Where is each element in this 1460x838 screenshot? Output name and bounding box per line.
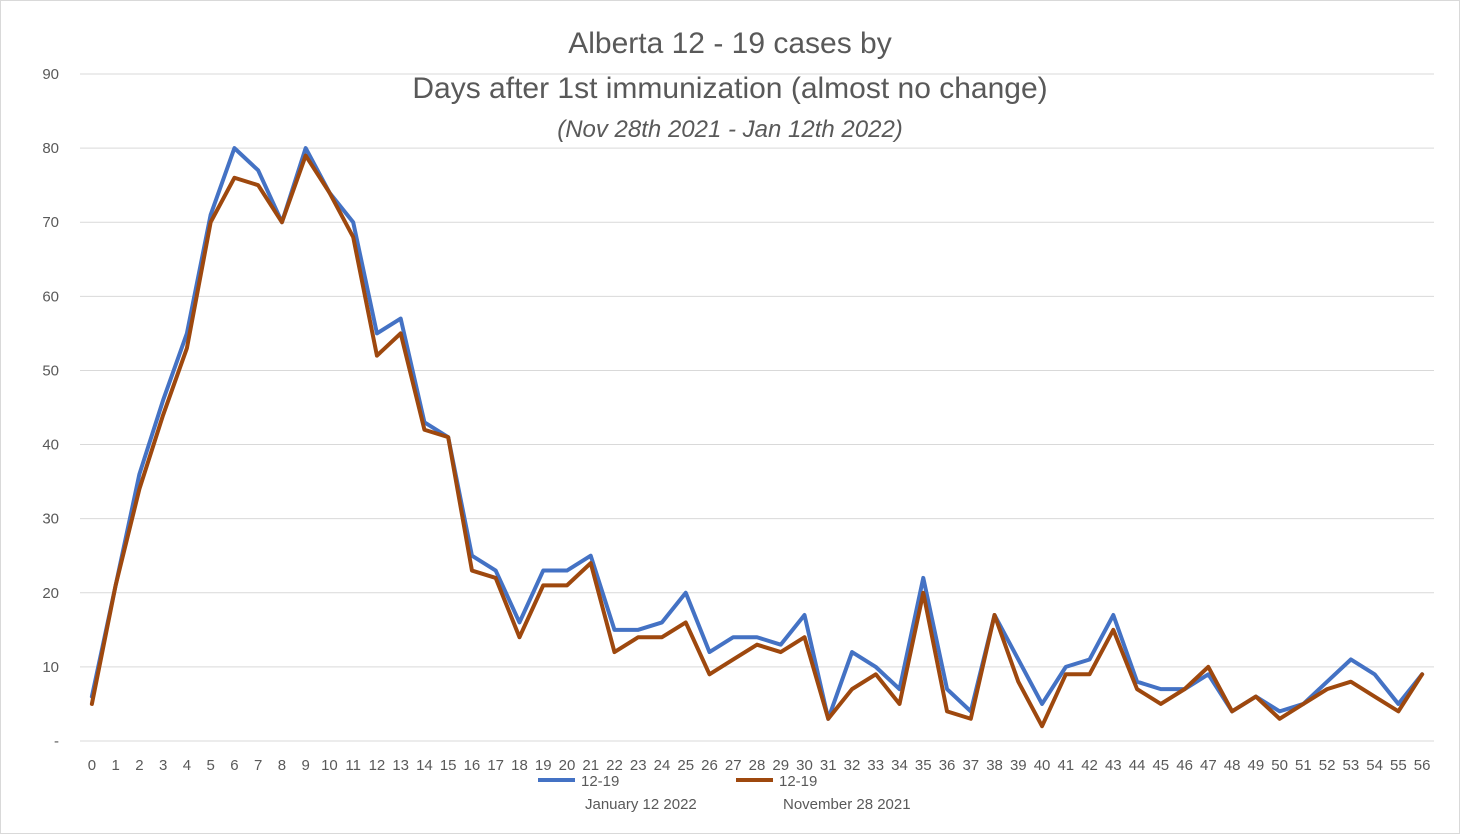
y-tick-label: 50 bbox=[42, 362, 59, 379]
legend-item-january: 12-19 January 12 2022 bbox=[538, 773, 697, 813]
x-tick-label: 14 bbox=[416, 757, 433, 774]
legend-label-november: 12-19 bbox=[779, 773, 817, 790]
x-tick-label: 18 bbox=[511, 757, 528, 774]
x-tick-label: 3 bbox=[159, 757, 167, 774]
x-tick-label: 55 bbox=[1390, 757, 1407, 774]
x-tick-label: 23 bbox=[630, 757, 647, 774]
x-tick-label: 22 bbox=[606, 757, 623, 774]
x-tick-label: 38 bbox=[986, 757, 1003, 774]
x-tick-label: 48 bbox=[1224, 757, 1241, 774]
x-tick-label: 21 bbox=[582, 757, 599, 774]
x-tick-label: 51 bbox=[1295, 757, 1312, 774]
x-tick-label: 42 bbox=[1081, 757, 1098, 774]
x-tick-label: 7 bbox=[254, 757, 262, 774]
x-tick-label: 53 bbox=[1343, 757, 1360, 774]
y-tick-label: - bbox=[54, 733, 59, 750]
x-tick-label: 34 bbox=[891, 757, 908, 774]
chart-title-line-1: Alberta 12 - 19 cases by bbox=[568, 27, 892, 60]
x-tick-label: 44 bbox=[1129, 757, 1146, 774]
x-tick-label: 19 bbox=[535, 757, 552, 774]
x-tick-label: 45 bbox=[1152, 757, 1169, 774]
series-lines bbox=[89, 146, 1425, 729]
legend: 12-19 January 12 2022 12-19 November 28 … bbox=[538, 773, 911, 813]
chart-subtitle: (Nov 28th 2021 - Jan 12th 2022) bbox=[557, 116, 903, 143]
x-axis-ticks: 0 1 2 3 4 5 6 7 8 9 10 11 12 13 14 15 16 17 18 19 20 21 22 23 24… bbox=[88, 757, 1431, 774]
y-tick-label: 90 bbox=[42, 66, 59, 83]
x-tick-label: 9 bbox=[301, 757, 309, 774]
y-tick-label: 70 bbox=[42, 214, 59, 231]
x-tick-label: 27 bbox=[725, 757, 742, 774]
x-tick-label: 29 bbox=[772, 757, 789, 774]
x-tick-label: 0 bbox=[88, 757, 96, 774]
x-tick-label: 40 bbox=[1034, 757, 1051, 774]
y-tick-label: 10 bbox=[42, 659, 59, 676]
x-tick-label: 13 bbox=[392, 757, 409, 774]
legend-item-november: 12-19 November 28 2021 bbox=[736, 773, 911, 813]
x-tick-label: 32 bbox=[844, 757, 861, 774]
x-tick-label: 52 bbox=[1319, 757, 1336, 774]
y-tick-label: 20 bbox=[42, 585, 59, 602]
x-tick-label: 25 bbox=[677, 757, 694, 774]
x-tick-label: 49 bbox=[1247, 757, 1264, 774]
x-tick-label: 39 bbox=[1010, 757, 1027, 774]
x-tick-label: 54 bbox=[1366, 757, 1383, 774]
series-line-january-12-2022 bbox=[89, 146, 1425, 721]
y-axis-ticks: - 10 20 30 40 50 60 70 80 90 bbox=[42, 66, 59, 750]
x-tick-label: 28 bbox=[749, 757, 766, 774]
x-tick-label: 11 bbox=[345, 757, 361, 774]
x-tick-label: 5 bbox=[206, 757, 214, 774]
legend-sublabel-november: November 28 2021 bbox=[783, 796, 911, 813]
chart-title-line-2: Days after 1st immunization (almost no c… bbox=[412, 72, 1047, 105]
x-tick-label: 4 bbox=[183, 757, 191, 774]
x-tick-label: 30 bbox=[796, 757, 813, 774]
x-tick-label: 16 bbox=[464, 757, 481, 774]
x-tick-label: 8 bbox=[278, 757, 286, 774]
legend-label-january: 12-19 bbox=[581, 773, 619, 790]
x-tick-label: 31 bbox=[820, 757, 837, 774]
x-tick-label: 15 bbox=[440, 757, 457, 774]
x-tick-label: 35 bbox=[915, 757, 932, 774]
x-tick-label: 56 bbox=[1414, 757, 1431, 774]
y-tick-label: 80 bbox=[42, 140, 59, 157]
y-tick-label: 30 bbox=[42, 511, 59, 528]
y-tick-label: 60 bbox=[42, 288, 59, 305]
x-tick-label: 6 bbox=[230, 757, 238, 774]
x-tick-label: 17 bbox=[487, 757, 504, 774]
x-tick-label: 26 bbox=[701, 757, 718, 774]
x-tick-label: 2 bbox=[135, 757, 143, 774]
x-tick-label: 12 bbox=[369, 757, 386, 774]
x-tick-label: 50 bbox=[1271, 757, 1288, 774]
x-tick-label: 24 bbox=[654, 757, 671, 774]
x-tick-label: 36 bbox=[939, 757, 956, 774]
x-tick-label: 37 bbox=[962, 757, 979, 774]
gridlines bbox=[80, 73, 1434, 742]
y-tick-label: 40 bbox=[42, 437, 59, 454]
x-tick-label: 41 bbox=[1057, 757, 1074, 774]
x-tick-label: 1 bbox=[111, 757, 119, 774]
x-tick-label: 43 bbox=[1105, 757, 1122, 774]
x-tick-label: 46 bbox=[1176, 757, 1193, 774]
x-tick-label: 10 bbox=[321, 757, 338, 774]
x-tick-label: 20 bbox=[559, 757, 576, 774]
x-tick-label: 33 bbox=[867, 757, 884, 774]
legend-sublabel-january: January 12 2022 bbox=[585, 796, 697, 813]
series-line-november-28-2021 bbox=[89, 153, 1425, 729]
x-tick-label: 47 bbox=[1200, 757, 1217, 774]
